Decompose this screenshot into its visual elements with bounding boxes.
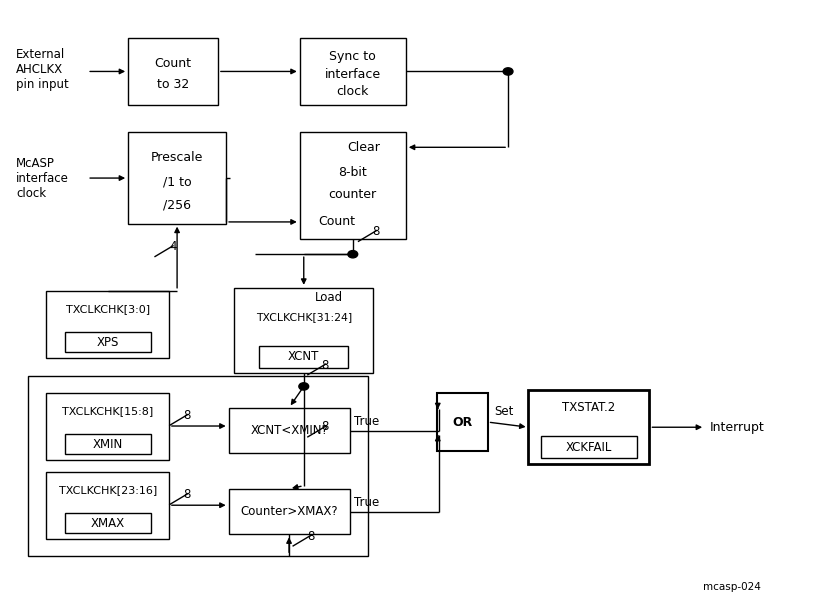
FancyBboxPatch shape: [299, 132, 405, 239]
FancyBboxPatch shape: [229, 408, 349, 453]
Text: 8: 8: [372, 225, 379, 237]
Text: 4: 4: [169, 240, 176, 253]
FancyBboxPatch shape: [528, 390, 649, 465]
FancyBboxPatch shape: [540, 436, 636, 458]
Text: TXCLKCHK[15:8]: TXCLKCHK[15:8]: [62, 406, 153, 416]
Text: Count: Count: [154, 57, 192, 70]
Text: OR: OR: [451, 416, 472, 428]
FancyBboxPatch shape: [437, 393, 487, 451]
Text: Set: Set: [494, 405, 513, 417]
Text: 8: 8: [321, 359, 328, 371]
Text: 8-bit: 8-bit: [338, 166, 367, 179]
Text: interface: interface: [324, 68, 380, 81]
Text: /256: /256: [163, 199, 191, 212]
Text: counter: counter: [328, 188, 377, 201]
Text: Count: Count: [318, 215, 355, 228]
FancyBboxPatch shape: [65, 434, 151, 454]
FancyBboxPatch shape: [47, 472, 169, 539]
Text: /1 to: /1 to: [163, 175, 191, 188]
Text: Counter>XMAX?: Counter>XMAX?: [240, 505, 337, 518]
FancyBboxPatch shape: [234, 288, 373, 373]
Text: Prescale: Prescale: [151, 151, 203, 165]
Text: McASP
interface
clock: McASP interface clock: [16, 157, 69, 200]
Text: Load: Load: [314, 291, 342, 304]
FancyBboxPatch shape: [229, 489, 349, 534]
Text: XCNT: XCNT: [287, 350, 319, 364]
FancyBboxPatch shape: [47, 291, 169, 358]
FancyBboxPatch shape: [65, 332, 151, 353]
Text: XPS: XPS: [97, 336, 119, 349]
Circle shape: [503, 68, 513, 75]
FancyBboxPatch shape: [128, 132, 226, 224]
FancyBboxPatch shape: [65, 513, 151, 534]
Text: to 32: to 32: [156, 78, 189, 91]
Text: 8: 8: [183, 409, 191, 422]
Text: TXCLKCHK[23:16]: TXCLKCHK[23:16]: [58, 485, 156, 496]
Text: clock: clock: [336, 85, 369, 98]
Text: XMAX: XMAX: [90, 517, 124, 530]
Text: External
AHCLKX
pin input: External AHCLKX pin input: [16, 48, 69, 91]
Text: Interrupt: Interrupt: [709, 420, 764, 434]
Text: True: True: [353, 415, 378, 428]
Text: mcasp-024: mcasp-024: [702, 583, 759, 592]
Text: XCKFAIL: XCKFAIL: [565, 441, 612, 454]
FancyBboxPatch shape: [299, 38, 405, 105]
Text: Clear: Clear: [346, 141, 379, 154]
Text: 8: 8: [321, 420, 328, 433]
Circle shape: [298, 382, 308, 390]
Text: Sync to: Sync to: [329, 50, 376, 63]
Text: True: True: [353, 496, 378, 509]
Text: TXCLKCHK[31:24]: TXCLKCHK[31:24]: [256, 313, 351, 323]
Text: 8: 8: [183, 488, 191, 501]
Text: 8: 8: [306, 530, 314, 543]
Circle shape: [347, 250, 357, 258]
FancyBboxPatch shape: [128, 38, 218, 105]
Text: TXSTAT.2: TXSTAT.2: [562, 401, 615, 414]
Text: XMIN: XMIN: [93, 438, 123, 450]
Text: TXCLKCHK[3:0]: TXCLKCHK[3:0]: [66, 305, 150, 315]
FancyBboxPatch shape: [259, 346, 348, 368]
FancyBboxPatch shape: [47, 392, 169, 460]
Text: XCNT<XMIN?: XCNT<XMIN?: [250, 424, 328, 437]
